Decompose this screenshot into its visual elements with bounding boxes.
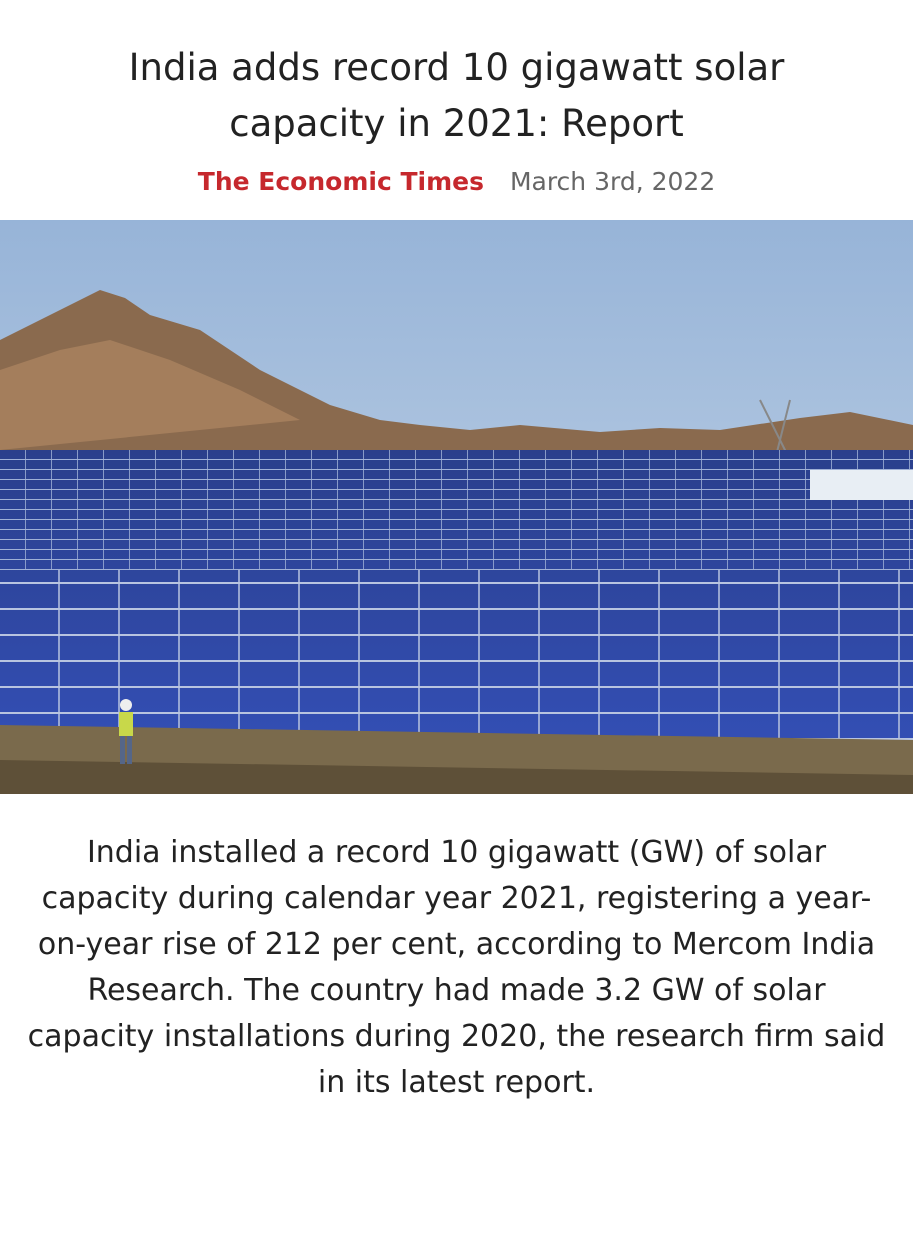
- meta: The Economic Times March 3rd, 2022: [0, 162, 913, 202]
- page: India adds record 10 gigawatt solar capa…: [0, 40, 913, 1240]
- headline: India adds record 10 gigawatt solar capa…: [128, 46, 785, 145]
- date: March 3rd, 2022: [509, 167, 716, 196]
- article-body: India installed a record 10 gigawatt (GW…: [27, 835, 886, 1100]
- worker: [119, 699, 133, 764]
- article-photo: [0, 220, 913, 794]
- source[interactable]: The Economic Times: [197, 167, 484, 196]
